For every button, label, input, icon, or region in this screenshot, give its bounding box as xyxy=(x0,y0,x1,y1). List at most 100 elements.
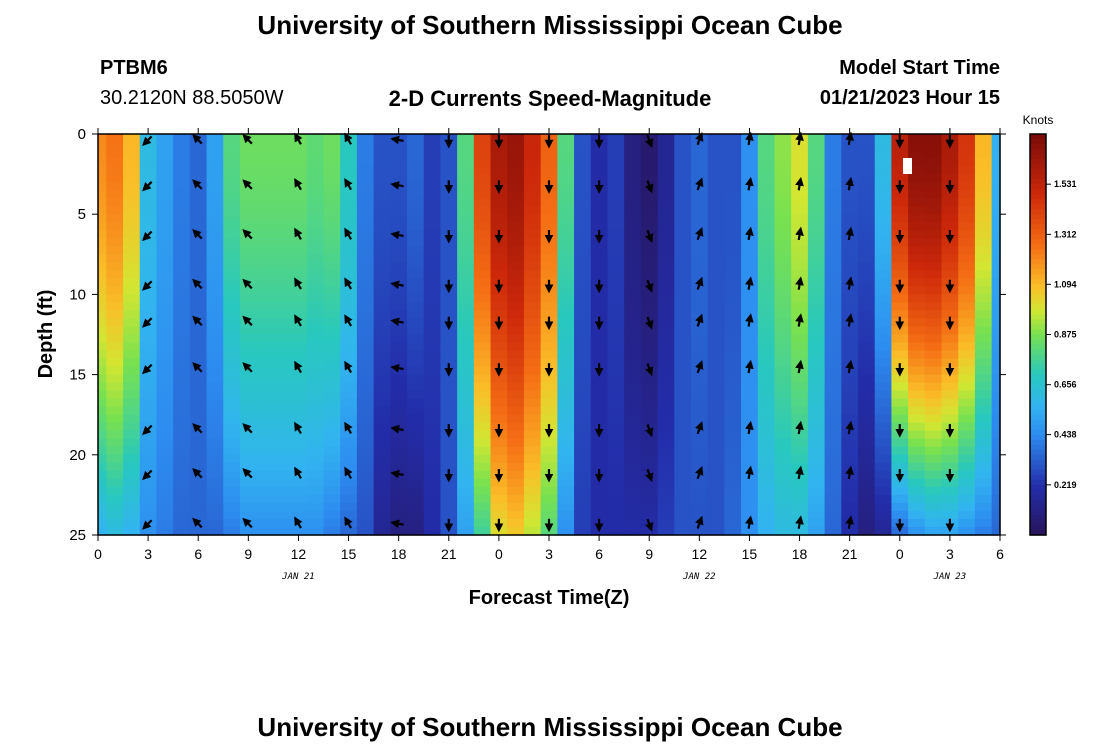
heatmap-cell xyxy=(941,262,959,271)
heatmap-cell xyxy=(924,494,943,504)
heatmap-cell xyxy=(457,214,475,223)
heatmap-cell xyxy=(473,230,492,239)
heatmap-cell xyxy=(707,334,725,344)
heatmap-cell xyxy=(490,302,508,312)
heatmap-cell xyxy=(574,230,592,239)
heatmap-cell xyxy=(741,454,759,464)
heatmap-cell xyxy=(707,206,725,215)
x-tick-label: 21 xyxy=(441,546,457,562)
heatmap-cell xyxy=(189,414,208,424)
heatmap-cell xyxy=(173,230,191,239)
current-arrow xyxy=(644,229,654,244)
heatmap-cell xyxy=(273,398,291,408)
heatmap-cell xyxy=(674,390,692,400)
heatmap-cell xyxy=(123,142,141,151)
heatmap-cell xyxy=(824,494,842,504)
heatmap-cell xyxy=(807,310,826,320)
heatmap-cell xyxy=(173,174,191,183)
heatmap-cell xyxy=(106,526,124,536)
heatmap-cell xyxy=(306,486,325,496)
heatmap-cell xyxy=(390,350,408,360)
heatmap-cell xyxy=(523,286,542,295)
heatmap-cell xyxy=(523,294,542,304)
heatmap-cell xyxy=(98,182,107,191)
heatmap-cell xyxy=(373,222,391,231)
heatmap-cell xyxy=(340,502,358,512)
heatmap-cell xyxy=(657,342,675,352)
heatmap-cell xyxy=(690,454,709,464)
heatmap-cell xyxy=(941,486,959,496)
heatmap-cell xyxy=(223,366,241,376)
heatmap-cell xyxy=(356,398,375,408)
heatmap-cell xyxy=(440,382,458,392)
heatmap-cell xyxy=(390,158,408,167)
current-arrow xyxy=(142,519,153,530)
heatmap-cell xyxy=(139,358,158,368)
heatmap-cell xyxy=(841,398,859,408)
heatmap-cell xyxy=(941,342,959,352)
heatmap-cell xyxy=(306,238,325,247)
heatmap-cell xyxy=(674,158,692,167)
heatmap-cell xyxy=(574,310,592,320)
heatmap-cell xyxy=(256,478,274,488)
heatmap-cell xyxy=(540,214,558,223)
heatmap-cell xyxy=(574,494,592,504)
heatmap-cell xyxy=(757,270,776,279)
heatmap-cell xyxy=(239,334,258,344)
heatmap-cell xyxy=(189,158,208,167)
heatmap-cell xyxy=(774,486,792,496)
heatmap-cell xyxy=(774,398,792,408)
heatmap-cell xyxy=(98,478,107,488)
heatmap-cell xyxy=(173,198,191,207)
heatmap-cell xyxy=(156,406,174,416)
heatmap-cell xyxy=(306,254,325,263)
heatmap-cell xyxy=(373,318,391,328)
heatmap-cell xyxy=(791,510,809,520)
heatmap-cell xyxy=(156,470,174,480)
heatmap-cell xyxy=(256,254,274,263)
heatmap-cell xyxy=(557,382,575,392)
heatmap-cell xyxy=(239,350,258,360)
heatmap-cell xyxy=(958,382,976,392)
heatmap-cell xyxy=(874,214,893,223)
heatmap-cell xyxy=(690,246,709,255)
heatmap-cell xyxy=(189,198,208,207)
heatmap-cell xyxy=(139,150,158,159)
heatmap-cell xyxy=(440,310,458,320)
heatmap-cell xyxy=(624,166,642,175)
heatmap-cell xyxy=(540,446,558,456)
heatmap-cell xyxy=(841,158,859,167)
heatmap-cell xyxy=(657,406,675,416)
colorbar-segment xyxy=(1030,384,1046,391)
heatmap-cell xyxy=(156,526,174,536)
heatmap-cell xyxy=(239,150,258,159)
heatmap-cell xyxy=(891,310,909,320)
heatmap-cell xyxy=(156,494,174,504)
heatmap-cell xyxy=(98,518,107,528)
heatmap-cell xyxy=(273,142,291,151)
heatmap-cell xyxy=(356,454,375,464)
heatmap-cell xyxy=(306,214,325,223)
heatmap-cell xyxy=(123,182,141,191)
heatmap-cell xyxy=(690,334,709,344)
heatmap-cell xyxy=(858,382,876,392)
heatmap-cell xyxy=(757,374,776,384)
heatmap-cell xyxy=(540,246,558,255)
heatmap-cell xyxy=(256,214,274,223)
heatmap-cell xyxy=(123,342,141,352)
heatmap-cell xyxy=(373,454,391,464)
heatmap-cell xyxy=(657,438,675,448)
heatmap-cell xyxy=(507,206,525,215)
colorbar-segment xyxy=(1030,439,1046,446)
heatmap-cell xyxy=(657,470,675,480)
heatmap-cell xyxy=(390,262,408,271)
heatmap-cell xyxy=(991,318,1001,328)
heatmap-cell xyxy=(924,526,943,536)
heatmap-cell xyxy=(98,454,107,464)
heatmap-cell xyxy=(757,518,776,528)
heatmap-cell xyxy=(323,446,341,456)
heatmap-cell xyxy=(640,502,659,512)
heatmap-cell xyxy=(523,246,542,255)
heatmap-cell xyxy=(874,222,893,231)
heatmap-cell xyxy=(807,174,826,183)
